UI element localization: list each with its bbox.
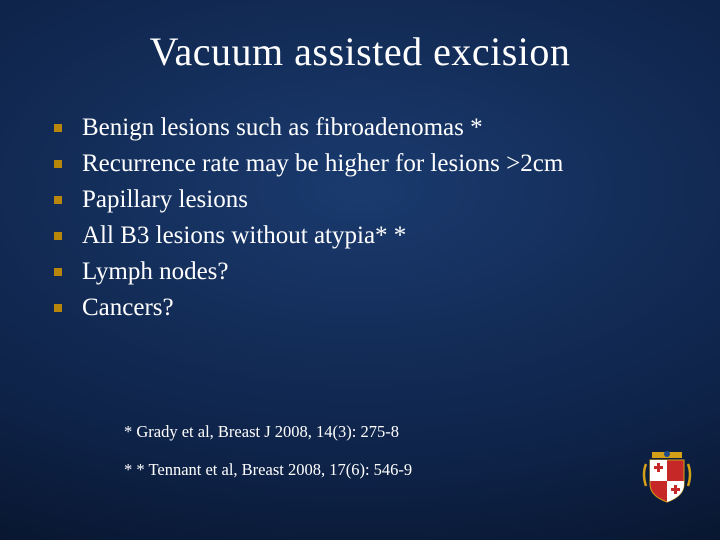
reference-text: * Grady et al, Breast J 2008, 14(3): 275…: [124, 421, 412, 442]
bullet-marker-icon: [54, 196, 62, 204]
bullet-text: All B3 lesions without atypia* *: [82, 219, 406, 253]
list-item: Lymph nodes?: [54, 255, 680, 289]
list-item: Benign lesions such as fibroadenomas *: [54, 111, 680, 145]
bullet-list: Benign lesions such as fibroadenomas * R…: [40, 111, 680, 325]
bullet-marker-icon: [54, 160, 62, 168]
crest-icon: [640, 446, 694, 506]
bullet-marker-icon: [54, 232, 62, 240]
slide: Vacuum assisted excision Benign lesions …: [0, 0, 720, 540]
reference-text: * * Tennant et al, Breast 2008, 17(6): 5…: [124, 459, 412, 480]
bullet-text: Benign lesions such as fibroadenomas *: [82, 111, 483, 145]
bullet-marker-icon: [54, 268, 62, 276]
list-item: Cancers?: [54, 291, 680, 325]
slide-title: Vacuum assisted excision: [40, 28, 680, 75]
list-item: Papillary lesions: [54, 183, 680, 217]
list-item: Recurrence rate may be higher for lesion…: [54, 147, 680, 181]
bullet-text: Cancers?: [82, 291, 174, 325]
references: * Grady et al, Breast J 2008, 14(3): 275…: [124, 421, 412, 496]
bullet-text: Lymph nodes?: [82, 255, 229, 289]
bullet-text: Recurrence rate may be higher for lesion…: [82, 147, 563, 181]
list-item: All B3 lesions without atypia* *: [54, 219, 680, 253]
bullet-marker-icon: [54, 124, 62, 132]
bullet-marker-icon: [54, 304, 62, 312]
bullet-text: Papillary lesions: [82, 183, 248, 217]
